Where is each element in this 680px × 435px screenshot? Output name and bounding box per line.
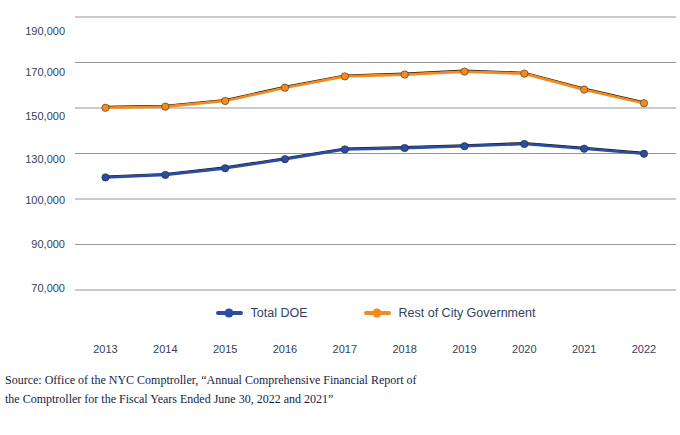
data-point-total-doe bbox=[580, 145, 587, 152]
y-axis-tick-label: 170,000 bbox=[25, 66, 65, 78]
data-point-total-doe bbox=[521, 140, 528, 147]
data-point-total-doe bbox=[162, 171, 169, 178]
x-axis-year-label: 2015 bbox=[213, 343, 237, 355]
data-point-total-doe bbox=[281, 155, 288, 162]
data-point-total-doe bbox=[221, 165, 228, 172]
y-axis-tick-label: 70,000 bbox=[31, 282, 65, 294]
x-axis-year-label: 2017 bbox=[333, 343, 357, 355]
data-point-rest-of-city-government bbox=[341, 73, 348, 80]
data-point-rest-of-city-government bbox=[281, 84, 288, 91]
data-point-rest-of-city-government bbox=[102, 104, 109, 111]
x-axis-year-label: 2021 bbox=[572, 343, 596, 355]
data-point-total-doe bbox=[401, 144, 408, 151]
legend-label-total-doe: Total DOE bbox=[251, 306, 308, 320]
x-axis-year-label: 2014 bbox=[153, 343, 177, 355]
source-line-2: the Comptroller for the Fiscal Years End… bbox=[5, 390, 417, 409]
y-axis-tick-label: 150,000 bbox=[25, 110, 65, 122]
data-point-rest-of-city-government bbox=[401, 71, 408, 78]
data-point-rest-of-city-government bbox=[461, 68, 468, 75]
data-point-total-doe bbox=[102, 174, 109, 181]
source-line-1: Source: Office of the NYC Comptroller, “… bbox=[5, 371, 417, 390]
series-line-rest-of-city-government bbox=[106, 72, 644, 108]
y-axis-tick-label: 190,000 bbox=[25, 25, 65, 37]
legend-item-total-doe: Total DOE bbox=[216, 306, 308, 320]
data-point-total-doe bbox=[461, 143, 468, 150]
legend-label-rest-of-city: Rest of City Government bbox=[399, 306, 536, 320]
source-attribution: Source: Office of the NYC Comptroller, “… bbox=[5, 371, 417, 408]
data-point-rest-of-city-government bbox=[221, 97, 228, 104]
data-point-total-doe bbox=[640, 150, 647, 157]
x-axis-year-label: 2019 bbox=[452, 343, 476, 355]
series-line-total-doe bbox=[106, 144, 644, 177]
legend-dot-icon bbox=[373, 309, 382, 318]
x-axis-year-label: 2013 bbox=[93, 343, 117, 355]
legend-item-rest-of-city: Rest of City Government bbox=[364, 306, 536, 320]
y-axis-tick-label: 90,000 bbox=[31, 238, 65, 250]
y-axis-tick-label: 130,000 bbox=[25, 153, 65, 165]
x-axis-year-label: 2020 bbox=[512, 343, 536, 355]
y-axis-tick-label: 100,000 bbox=[25, 194, 65, 206]
data-point-rest-of-city-government bbox=[580, 86, 587, 93]
data-point-total-doe bbox=[341, 146, 348, 153]
chart-legend: Total DOE Rest of City Government bbox=[75, 305, 676, 321]
x-axis-year-label: 2018 bbox=[392, 343, 416, 355]
data-point-rest-of-city-government bbox=[640, 100, 647, 107]
chart-figure: 190,000 170,000 150,000 130,000 100,000 90,00… bbox=[0, 0, 680, 435]
legend-line-dot-marker-blue bbox=[216, 311, 243, 314]
legend-line-dot-marker-orange bbox=[364, 311, 391, 314]
x-axis-year-label: 2016 bbox=[273, 343, 297, 355]
data-point-rest-of-city-government bbox=[162, 103, 169, 110]
legend-dot-icon bbox=[225, 309, 234, 318]
x-axis-year-label: 2022 bbox=[632, 343, 656, 355]
data-point-rest-of-city-government bbox=[521, 70, 528, 77]
